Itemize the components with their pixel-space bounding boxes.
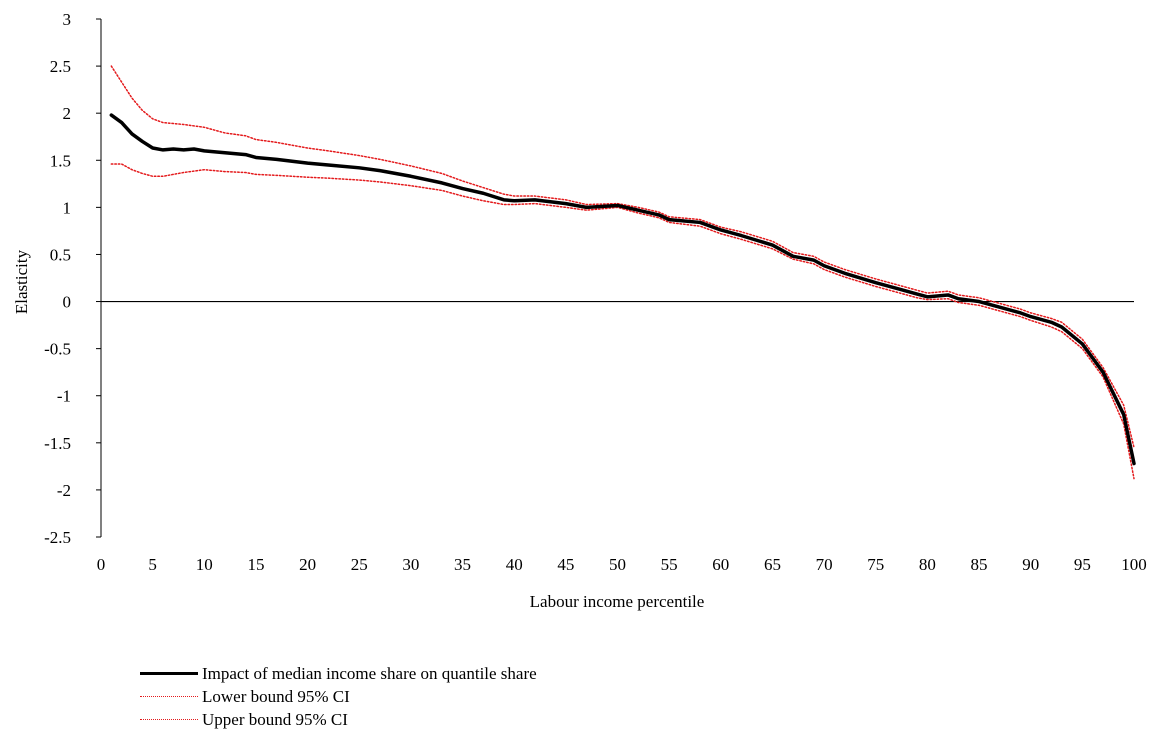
series-layer	[109, 65, 1136, 480]
x-tick-label: 100	[1121, 555, 1147, 574]
legend-label: Upper bound 95% CI	[202, 709, 348, 729]
x-axis-label: Labour income percentile	[530, 592, 705, 611]
series-upper-ci-line	[110, 65, 1135, 449]
series-median-impact-line	[109, 113, 1136, 466]
x-tick-label: 55	[661, 555, 678, 574]
x-tick-label: 15	[247, 555, 264, 574]
y-tick-label: 0.5	[50, 245, 71, 264]
y-axis-label: Elasticity	[12, 249, 31, 314]
y-tick-label: 0	[63, 293, 72, 312]
x-tick-label: 90	[1022, 555, 1039, 574]
legend-label: Lower bound 95% CI	[202, 686, 350, 706]
y-tick-label: 2	[63, 104, 72, 123]
x-tick-label: 80	[919, 555, 936, 574]
y-axis-ticks: 3 2.5 2 1.5 1 0.5 0 -0.5 -1 -1.5 -2 -2.5	[44, 10, 101, 547]
x-tick-label: 75	[867, 555, 884, 574]
x-tick-label: 95	[1074, 555, 1091, 574]
y-tick-label: -2.5	[44, 528, 71, 547]
legend-swatch-dotted	[140, 693, 198, 701]
y-tick-label: -1.5	[44, 434, 71, 453]
x-tick-label: 40	[506, 555, 523, 574]
legend-item-median-impact: Impact of median income share on quantil…	[140, 662, 537, 685]
legend-swatch-solid	[140, 670, 198, 678]
y-tick-label: -1	[57, 387, 71, 406]
x-tick-label: 25	[351, 555, 368, 574]
x-tick-label: 50	[609, 555, 626, 574]
x-tick-label: 70	[816, 555, 833, 574]
y-tick-label: -0.5	[44, 340, 71, 359]
legend-item-upper-ci: Upper bound 95% CI	[140, 708, 537, 731]
x-tick-label: 60	[712, 555, 729, 574]
x-tick-label: 85	[971, 555, 988, 574]
y-tick-label: -2	[57, 481, 71, 500]
x-tick-label: 0	[97, 555, 106, 574]
x-axis-ticks: 0 5 10 15 20 25 30 35 40 45 50 55 60 65 70 75 80 85 90 95 10…	[97, 555, 1147, 574]
legend: Impact of median income share on quantil…	[140, 662, 537, 731]
legend-item-lower-ci: Lower bound 95% CI	[140, 685, 537, 708]
x-tick-label: 65	[764, 555, 781, 574]
x-tick-label: 5	[148, 555, 157, 574]
x-tick-label: 45	[557, 555, 574, 574]
y-tick-label: 1	[63, 198, 72, 217]
x-tick-label: 30	[402, 555, 419, 574]
line-chart: 3 2.5 2 1.5 1 0.5 0 -0.5 -1 -1.5 -2 -2.5 0 5 10 15 20 25…	[12, 10, 1147, 611]
y-tick-label: 1.5	[50, 151, 71, 170]
legend-swatch-dotted	[140, 716, 198, 724]
x-tick-label: 10	[196, 555, 213, 574]
y-tick-label: 3	[63, 10, 72, 29]
legend-label: Impact of median income share on quantil…	[202, 663, 537, 683]
series-lower-ci-line	[110, 163, 1135, 480]
y-tick-label: 2.5	[50, 57, 71, 76]
x-tick-label: 20	[299, 555, 316, 574]
x-tick-label: 35	[454, 555, 471, 574]
